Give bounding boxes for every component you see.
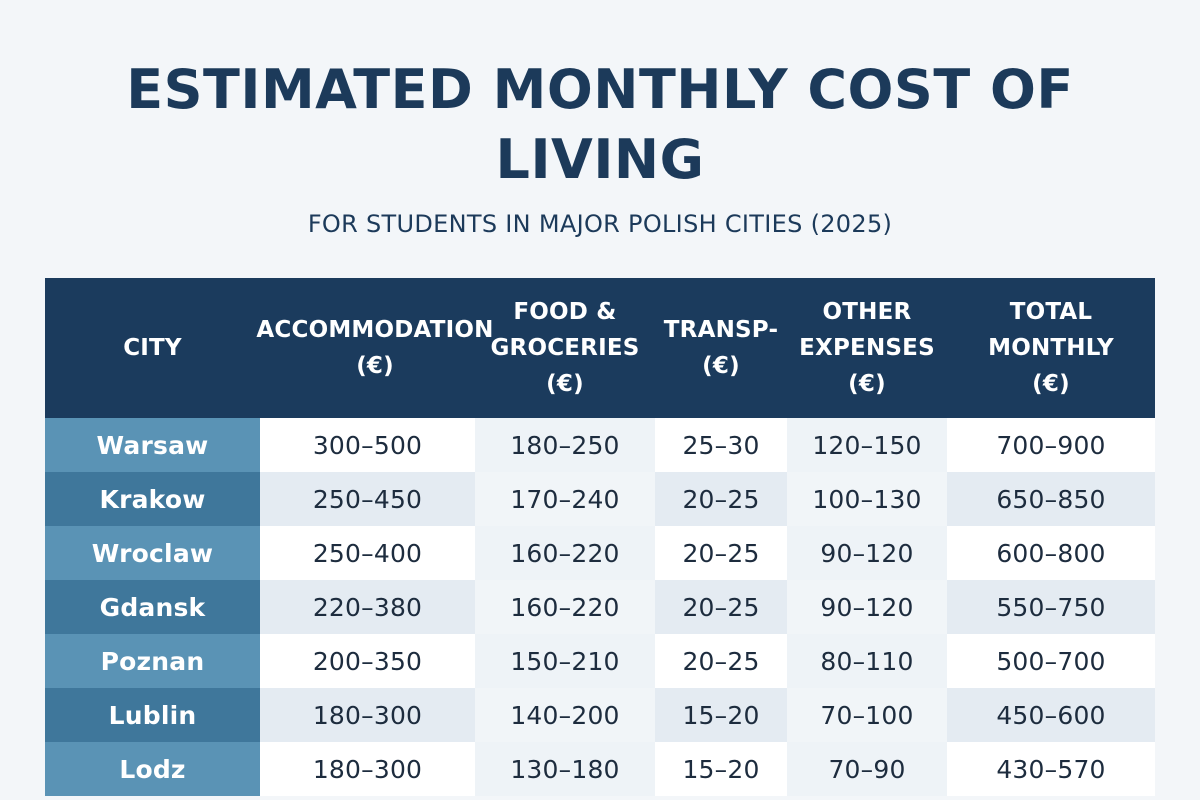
cell-city: Lodz [45, 742, 260, 796]
cell-transport: 20–25 [655, 580, 787, 634]
cell-total-monthly: 600–800 [947, 526, 1155, 580]
cell-other-expenses: 70–90 [787, 742, 947, 796]
cell-other-expenses: 120–150 [787, 418, 947, 472]
cell-total-monthly: 650–850 [947, 472, 1155, 526]
cell-total-monthly: 700–900 [947, 418, 1155, 472]
cell-food-groceries: 130–180 [475, 742, 655, 796]
cell-accommodation: 220–380 [260, 580, 475, 634]
page-title: ESTIMATED MONTHLY COST OF LIVING [126, 58, 1074, 191]
cell-city: Krakow [45, 472, 260, 526]
table-row: Lodz 180–300 130–180 15–20 70–90 430–570 [45, 742, 1155, 796]
cell-other-expenses: 100–130 [787, 472, 947, 526]
cell-food-groceries: 140–200 [475, 688, 655, 742]
cell-city: Lublin [45, 688, 260, 742]
cell-food-groceries: 160–220 [475, 526, 655, 580]
page-subtitle: FOR STUDENTS IN MAJOR POLISH CITIES (202… [307, 210, 893, 238]
table-row: Wroclaw 250–400 160–220 20–25 90–120 600–800 [45, 526, 1155, 580]
cell-city: Gdansk [45, 580, 260, 634]
header-total-monthly: TOTAL MONTHLY (€) [988, 299, 1114, 397]
table-body: Warsaw 300–500 180–250 25–30 120–150 700–900 K… [45, 418, 1155, 796]
cell-other-expenses: 80–110 [787, 634, 947, 688]
header-other-expenses: OTHER EXPENSES (€) [799, 299, 935, 397]
cell-other-expenses: 90–120 [787, 580, 947, 634]
cell-total-monthly: 550–750 [947, 580, 1155, 634]
cell-food-groceries: 170–240 [475, 472, 655, 526]
cell-total-monthly: 430–570 [947, 742, 1155, 796]
cell-accommodation: 300–500 [260, 418, 475, 472]
cell-food-groceries: 180–250 [475, 418, 655, 472]
cell-accommodation: 250–450 [260, 472, 475, 526]
table-row: Lublin 180–300 140–200 15–20 70–100 450–600 [45, 688, 1155, 742]
cell-food-groceries: 160–220 [475, 580, 655, 634]
cell-accommodation: 180–300 [260, 742, 475, 796]
header-transport: TRANSP- (€) [663, 317, 779, 379]
cell-city: Wroclaw [45, 526, 260, 580]
header-city: CITY [123, 335, 182, 361]
cell-city: Warsaw [45, 418, 260, 472]
cell-accommodation: 200–350 [260, 634, 475, 688]
cell-city: Poznan [45, 634, 260, 688]
table-header-row: CITY ACCOMMODATION (€) FOOD & GROCERIES … [45, 278, 1155, 418]
table-row: Poznan 200–350 150–210 20–25 80–110 500–700 [45, 634, 1155, 688]
table-row: Warsaw 300–500 180–250 25–30 120–150 700–900 [45, 418, 1155, 472]
header-accommodation: ACCOMMODATION (€) [256, 317, 494, 379]
cell-transport: 15–20 [655, 688, 787, 742]
cell-other-expenses: 90–120 [787, 526, 947, 580]
cell-food-groceries: 150–210 [475, 634, 655, 688]
cell-transport: 25–30 [655, 418, 787, 472]
table-row: Gdansk 220–380 160–220 20–25 90–120 550–750 [45, 580, 1155, 634]
cost-table: CITY ACCOMMODATION (€) FOOD & GROCERIES … [45, 278, 1155, 796]
cell-other-expenses: 70–100 [787, 688, 947, 742]
cell-transport: 20–25 [655, 472, 787, 526]
cell-accommodation: 250–400 [260, 526, 475, 580]
table-row: Krakow 250–450 170–240 20–25 100–130 650–850 [45, 472, 1155, 526]
cell-total-monthly: 450–600 [947, 688, 1155, 742]
cell-transport: 20–25 [655, 526, 787, 580]
cell-accommodation: 180–300 [260, 688, 475, 742]
cell-total-monthly: 500–700 [947, 634, 1155, 688]
cell-transport: 20–25 [655, 634, 787, 688]
cell-transport: 15–20 [655, 742, 787, 796]
header-food-groceries: FOOD & GROCERIES (€) [490, 299, 640, 397]
